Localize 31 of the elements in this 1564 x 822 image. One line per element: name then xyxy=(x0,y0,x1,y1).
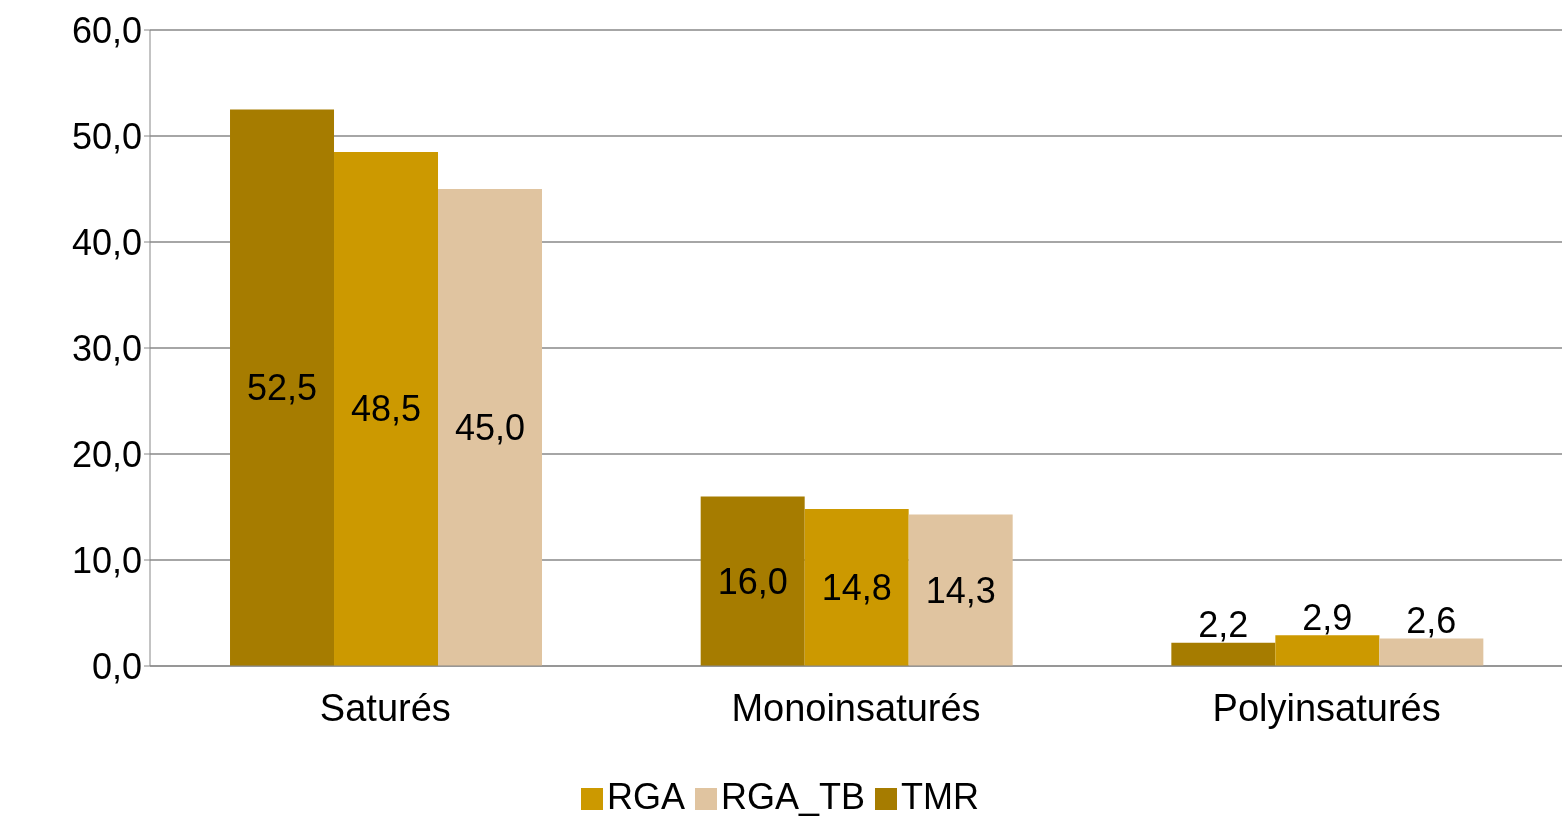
bar xyxy=(700,496,805,666)
legend-label: RGA_TB xyxy=(720,776,866,817)
y-tick-label: 10,0 xyxy=(71,539,142,581)
bar xyxy=(908,514,1013,666)
legend-label: TMR xyxy=(901,776,980,817)
y-tick-label: 20,0 xyxy=(71,433,142,475)
data-label: 14,8 xyxy=(821,567,892,609)
y-tick-label: 60,0 xyxy=(71,9,142,51)
y-tick-label: 50,0 xyxy=(71,115,142,157)
x-tick-label: Monoinsaturés xyxy=(731,686,981,729)
data-label: 45,0 xyxy=(454,407,526,448)
x-tick-label: Saturés xyxy=(319,686,451,729)
data-label: 48,5 xyxy=(350,388,422,430)
data-label: 52,5 xyxy=(246,367,318,409)
data-label: 2,9 xyxy=(1302,596,1353,638)
bar xyxy=(230,109,335,666)
data-label: 2,6 xyxy=(1406,599,1457,641)
data-label: 14,3 xyxy=(925,569,996,611)
x-tick-label: Polyinsaturés xyxy=(1212,686,1441,729)
bar xyxy=(1275,635,1380,666)
data-label: 16,0 xyxy=(717,560,788,602)
bar xyxy=(1171,642,1276,666)
bar xyxy=(334,151,439,666)
bar xyxy=(1379,638,1484,666)
data-label: 2,2 xyxy=(1198,604,1249,646)
y-tick-label: 0,0 xyxy=(91,645,142,687)
y-tick-label: 30,0 xyxy=(71,327,142,369)
bar xyxy=(438,189,543,666)
bar xyxy=(804,509,909,666)
y-tick-label: 40,0 xyxy=(71,221,142,263)
legend-label: RGA xyxy=(606,776,685,817)
